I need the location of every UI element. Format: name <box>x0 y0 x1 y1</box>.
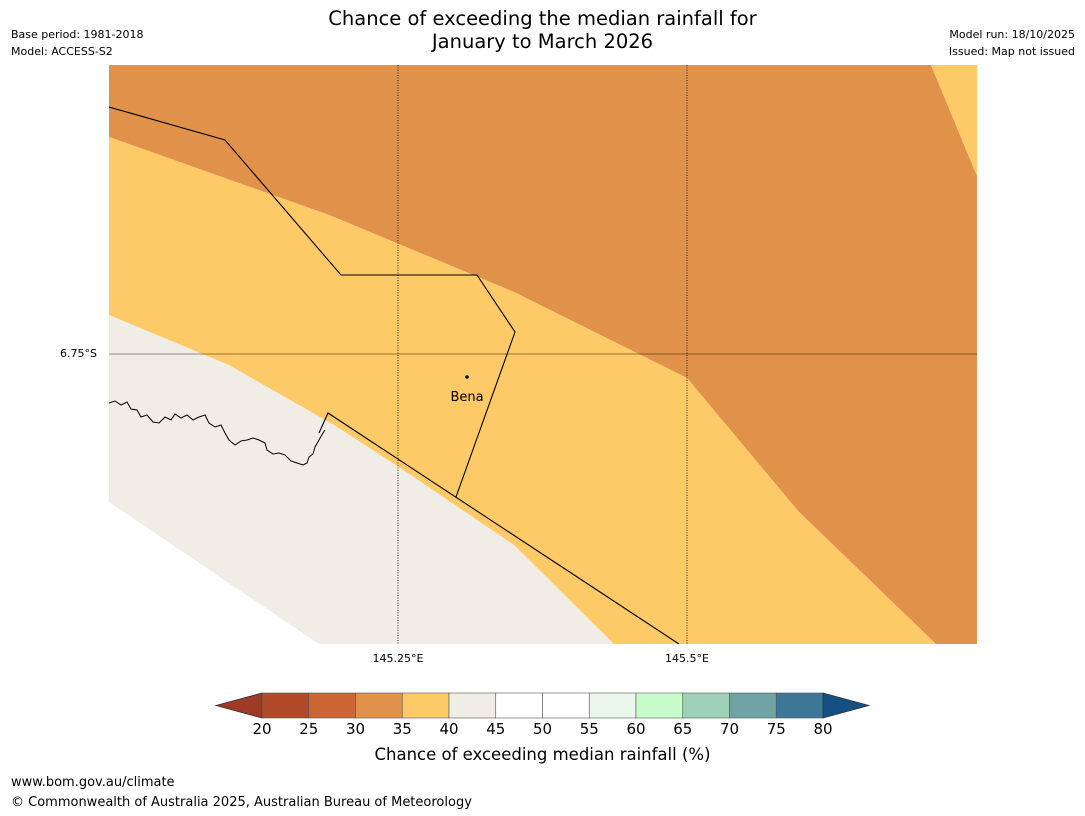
region-30-35 <box>109 65 977 644</box>
colorbar-tick-label: 45 <box>486 720 506 738</box>
colorbar-tick-label: 35 <box>392 720 412 738</box>
colorbar-segment <box>682 692 730 719</box>
colorbar-arrow-low <box>214 692 263 719</box>
colorbar-tick-label: 30 <box>345 720 366 738</box>
issued-status: Issued: Map not issued <box>948 45 1075 58</box>
footer-url: www.bom.gov.au/climate <box>11 775 175 790</box>
colorbar-segment <box>448 692 497 719</box>
colorbar-segment <box>729 692 777 719</box>
colorbar-segment <box>542 692 590 719</box>
place-label-bena: Bena <box>450 390 483 405</box>
title-line-1: Chance of exceeding the median rainfall … <box>328 7 757 30</box>
map-svg: Bena <box>109 65 977 644</box>
region-40-45 <box>109 315 614 644</box>
river-line <box>109 400 326 466</box>
region-35-40-corner <box>931 65 977 176</box>
title-line-2: January to March 2026 <box>431 30 654 53</box>
colorbar-tick-label: 50 <box>532 720 553 738</box>
meta-left: Base period: 1981-2018 Model: ACCESS-S2 <box>11 26 143 60</box>
lon-label-145-25: 145.25°E <box>372 652 424 665</box>
colorbar-segment <box>308 692 356 719</box>
colorbar-segment <box>401 692 450 719</box>
model-name: Model: ACCESS-S2 <box>11 45 113 58</box>
colorbar-tick-label: 20 <box>252 720 272 738</box>
lon-label-145-5: 145.5°E <box>665 652 709 665</box>
region-35-40 <box>109 137 936 644</box>
colorbar-segment <box>495 692 543 719</box>
colorbar-label: Chance of exceeding median rainfall (%) <box>374 745 711 764</box>
colorbar-tick-label: 55 <box>579 720 599 738</box>
colorbar-tick-label: 80 <box>813 720 833 738</box>
colorbar-segment <box>355 692 403 719</box>
colorbar-segment <box>588 692 637 719</box>
colorbar-segment <box>261 692 310 719</box>
colorbar-tick-label: 25 <box>299 720 319 738</box>
colorbar-tick-label: 70 <box>719 720 740 738</box>
colorbar-arrow-high <box>822 692 871 719</box>
colorbar-tick-label: 65 <box>673 720 693 738</box>
province-boundary-south <box>318 412 680 644</box>
colorbar-segment <box>775 692 824 719</box>
footer-copyright: © Commonwealth of Australia 2025, Austra… <box>11 795 472 810</box>
lat-label: 6.75°S <box>60 347 97 360</box>
place-marker-bena <box>465 375 469 379</box>
map-title: Chance of exceeding the median rainfall … <box>0 7 1085 53</box>
map-area: Bena <box>109 65 977 644</box>
colorbar-tick-label: 75 <box>766 720 786 738</box>
colorbar-segment <box>635 692 684 719</box>
meta-right: Model run: 18/10/2025 Issued: Map not is… <box>949 26 1075 60</box>
base-period: Base period: 1981-2018 <box>11 28 144 41</box>
model-run: Model run: 18/10/2025 <box>949 28 1075 41</box>
province-boundary-west <box>109 106 516 498</box>
colorbar-tick-label: 60 <box>626 720 646 738</box>
colorbar-tick-label: 40 <box>439 720 459 738</box>
